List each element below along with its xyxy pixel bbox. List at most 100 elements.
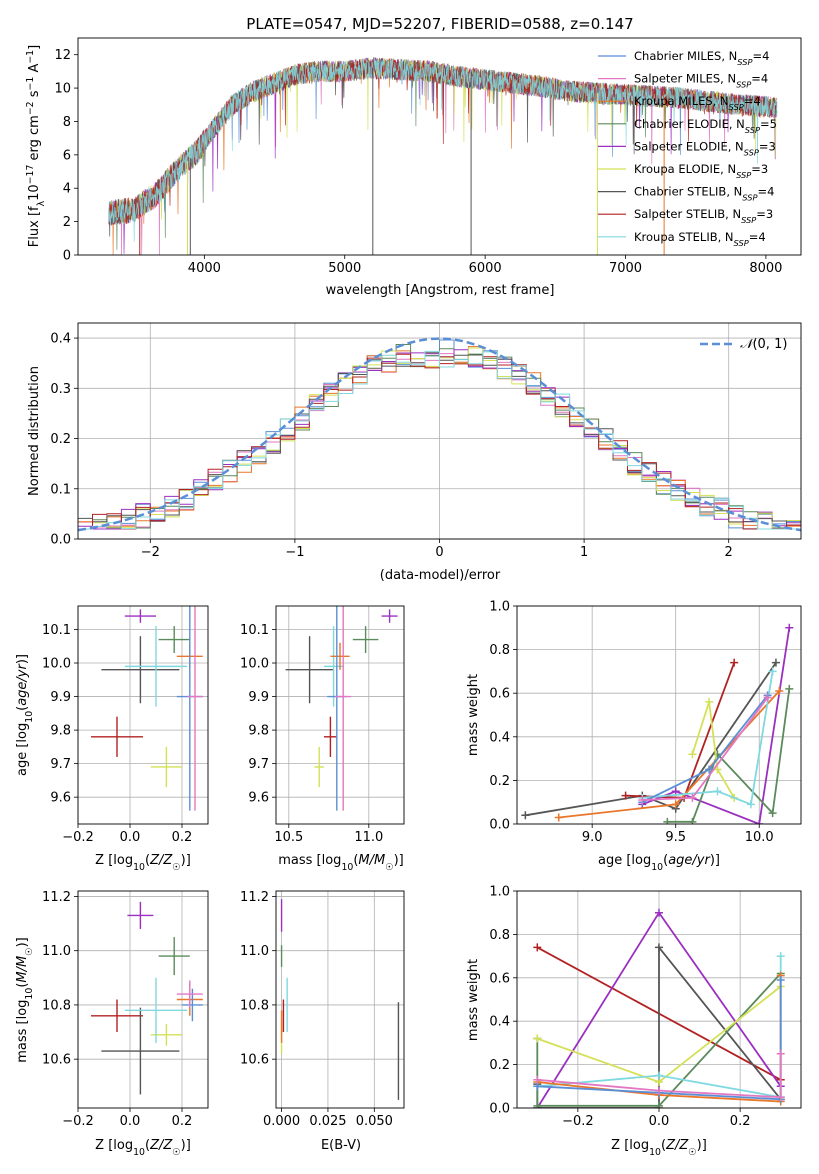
x-tick-label: −0.2 [62, 830, 94, 845]
y-tick-label: 0.2 [50, 432, 71, 447]
data-point [330, 642, 350, 670]
plot-area [91, 606, 203, 811]
plot-area [280, 899, 400, 1100]
x-tick-label: 6000 [469, 261, 502, 276]
y-tick-label: 0.8 [489, 928, 510, 943]
x-tick-label: 11.0 [354, 830, 383, 845]
weight-marker [655, 908, 663, 917]
plot-area [521, 623, 794, 824]
ticks: 10.5 11.0 9.6 9.7 9.8 9.9 10.0 10.1 [240, 623, 383, 845]
y-tick-label: 10.0 [240, 657, 269, 672]
weight-line [641, 627, 791, 824]
weight-line [667, 688, 791, 823]
y-tick-label: 11.0 [240, 944, 269, 959]
weight-marker [663, 817, 672, 824]
x-tick-label: −2 [141, 545, 160, 560]
y-tick-label: 12 [54, 48, 71, 63]
weight-marker [730, 658, 739, 667]
spectrum-line [108, 57, 778, 242]
y-tick-label: 11.2 [42, 890, 71, 905]
y-tick-label: 0.4 [489, 1015, 510, 1030]
x-tick-label: 0.0 [120, 830, 141, 845]
data-point [324, 716, 337, 757]
ticks: −0.2 0.0 0.2 10.6 10.8 11.0 11.2 [42, 890, 192, 1129]
y-tick-label: 0.4 [50, 332, 71, 347]
legend-label: Salpeter ELODIE, NSSP=3 [634, 139, 776, 157]
weight-marker [775, 687, 784, 696]
weight-marker [533, 1075, 542, 1084]
legend-label: 𝒩(0, 1) [740, 337, 787, 352]
residuals-panel: −2 −1 0 1 2 0.0 0.1 0.2 0.3 0.4 𝒩(0, 1) (data-model… [27, 322, 802, 583]
y-tick-label: 10.0 [42, 657, 71, 672]
weight-marker [785, 623, 794, 632]
weight-marker [713, 787, 722, 796]
grid [276, 891, 404, 1108]
y-tick-label: 0.1 [50, 482, 71, 497]
x-tick-label: 0.2 [172, 1114, 193, 1129]
weight-marker [768, 809, 777, 818]
y-tick-label: 10.8 [240, 998, 269, 1013]
x-tick-label: 10.0 [745, 830, 774, 845]
weight-marker [533, 1034, 542, 1043]
weight-marker [638, 796, 647, 805]
y-tick-label: 9.7 [50, 757, 71, 772]
plot-area [108, 56, 778, 255]
ticks: 0.000 0.025 0.050 10.6 10.8 11.0 11.2 [240, 890, 393, 1129]
x-tick-label: 2 [725, 545, 733, 560]
y-tick-label: 1.0 [489, 600, 510, 615]
y-tick-label: 0.6 [489, 687, 510, 702]
mass-vs-metallicity-panel: −0.2 0.0 0.2 10.6 10.8 11.0 11.2 Z [log10(Z/Z☉)… [15, 890, 209, 1158]
x-tick-label: −0.2 [562, 1114, 594, 1129]
legend-label: Kroupa ELODIE, NSSP=3 [634, 162, 768, 180]
weight-marker [705, 765, 714, 774]
weight-marker [776, 975, 785, 984]
weight-line [525, 662, 777, 817]
plot-area [91, 901, 203, 1095]
weight-marker [688, 793, 697, 802]
x-tick-label: 4000 [188, 261, 221, 276]
weight-line [691, 701, 735, 799]
y-tick-label: 2 [63, 215, 71, 230]
y-axis-label: age [log10(age/yr)] [15, 654, 35, 776]
weight-marker [776, 1093, 785, 1102]
grid [77, 606, 208, 824]
weight-marker [554, 813, 563, 822]
x-tick-label: 9.5 [665, 830, 686, 845]
weight-vs-age-panel: 9.0 9.5 10.0 0.0 0.2 0.4 0.6 0.8 1.0 age [log10(a… [466, 600, 802, 873]
y-tick-label: 10.1 [240, 623, 269, 638]
histogram-step [78, 350, 801, 530]
weight-marker [763, 693, 772, 702]
x-tick-label: 0 [435, 545, 443, 560]
data-point [91, 999, 143, 1033]
x-tick-label: 0.000 [263, 1114, 300, 1129]
y-axis-label: mass weight [466, 674, 481, 756]
weight-marker [713, 765, 722, 774]
legend-label: Chabrier ELODIE, NSSP=5 [634, 117, 777, 135]
legend-label: Kroupa STELIB, NSSP=4 [634, 230, 766, 248]
y-tick-label: 0 [63, 249, 71, 264]
plot-area [285, 606, 398, 811]
data-point [314, 746, 324, 788]
weight-line [625, 662, 736, 799]
x-tick-label: 10.5 [274, 830, 303, 845]
data-point [285, 636, 334, 704]
spectrum-panel: 4000 5000 6000 7000 8000 0 2 4 6 8 10 12 wavelength … [25, 37, 802, 298]
weight-marker [776, 952, 785, 961]
weight-marker [768, 667, 777, 676]
weight-line [537, 1053, 782, 1099]
axes-frame [77, 890, 209, 1109]
weight-marker [621, 791, 630, 800]
data-point [101, 636, 180, 704]
x-tick-label: 8000 [749, 261, 782, 276]
x-tick-label: 0.2 [172, 830, 193, 845]
x-tick-label: 0.025 [309, 1114, 346, 1129]
x-tick-label: 0.050 [356, 1114, 393, 1129]
legend: Chabrier MILES, NSSP=4 Salpeter MILES, NS… [598, 49, 777, 248]
weight-marker [655, 943, 663, 952]
mass-vs-extinction-panel: 0.000 0.025 0.050 10.6 10.8 11.0 11.2 E(B-V) [240, 890, 405, 1153]
y-tick-label: 0.2 [489, 774, 510, 789]
y-tick-label: 9.7 [248, 757, 269, 772]
y-tick-label: 9.9 [50, 690, 71, 705]
weight-marker [688, 817, 697, 824]
